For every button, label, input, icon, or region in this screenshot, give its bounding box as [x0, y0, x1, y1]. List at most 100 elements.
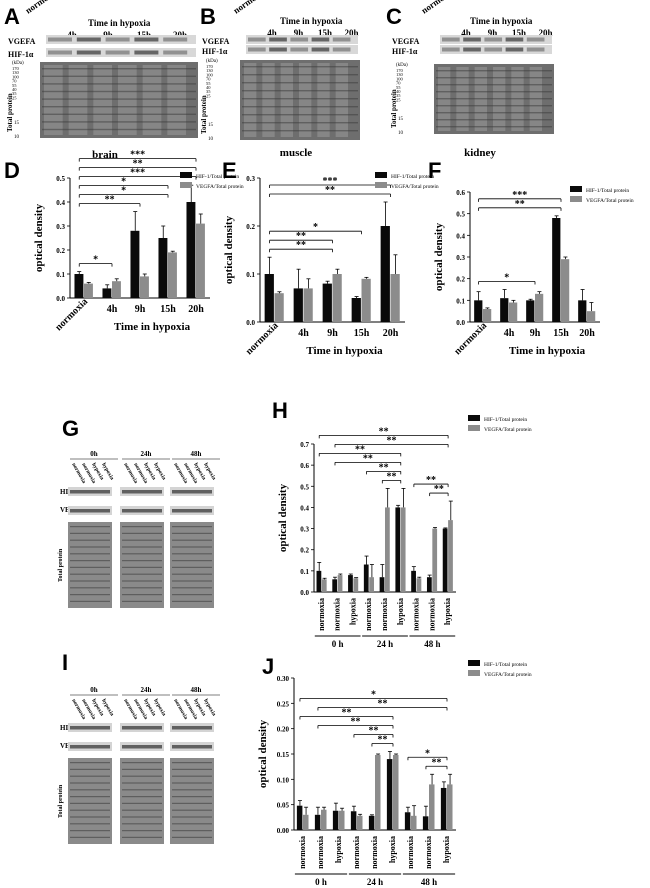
marker-label: 130 [12, 70, 20, 75]
gel-band [436, 105, 552, 107]
gel-lane [262, 63, 275, 137]
gel-lane [280, 63, 293, 137]
x-tick-label: normoxia [370, 836, 379, 869]
band [311, 47, 330, 52]
significance-label: ** [377, 734, 387, 745]
y-tick-label: 0.3 [56, 223, 65, 231]
lane-label-normoxia: normoxia [23, 0, 59, 16]
gel-band [172, 539, 212, 541]
marker-label: 55 [12, 83, 17, 88]
gel-band [70, 587, 110, 589]
marker-label: 25 [206, 93, 211, 98]
time-in-hypoxia-label: Time in hypoxia [280, 16, 343, 26]
x-tick-label: normoxia [412, 598, 421, 631]
gel-band [172, 823, 212, 825]
band [134, 50, 159, 55]
legend-swatch [375, 182, 387, 188]
group-label: 48h [191, 450, 202, 458]
y-tick-label: 0.5 [56, 175, 65, 183]
gel-band [172, 573, 212, 575]
bar [186, 202, 196, 298]
gel-band [122, 546, 162, 548]
y-tick-label: 0.4 [56, 199, 65, 207]
x-tick-label: 20h [383, 328, 399, 339]
gel-band [122, 566, 162, 568]
kda-label: (kDa) [396, 63, 408, 68]
x-axis-label: Time in hypoxia [509, 345, 586, 357]
gel-band [122, 526, 162, 528]
gel-band [242, 98, 358, 100]
band [463, 37, 481, 42]
significance-label: ** [515, 199, 525, 210]
band-label: VEGFA [392, 37, 420, 46]
gel-lane [244, 63, 257, 137]
y-tick-label: 0.2 [56, 247, 65, 255]
marker-label: 55 [396, 85, 401, 90]
gel-band [172, 836, 212, 838]
legend-swatch [180, 182, 192, 188]
significance-label: *** [512, 190, 527, 201]
band-label: HIF-1α [8, 50, 34, 59]
gel-band [122, 836, 162, 838]
bar [316, 570, 322, 592]
y-tick-label: 0.0 [246, 319, 255, 327]
gel-band [70, 823, 110, 825]
tissue-label: brain [92, 149, 118, 161]
x-tick-label: 4h [107, 304, 118, 315]
gel-band [70, 809, 110, 811]
gel-band [122, 768, 162, 770]
gel-band [70, 526, 110, 528]
band-label: VGEFA [8, 37, 36, 46]
bar [395, 507, 401, 592]
band [463, 47, 481, 52]
gel-band [70, 796, 110, 798]
bar [429, 784, 435, 830]
marker-label: 10 [208, 137, 214, 142]
significance-label: *** [323, 176, 338, 187]
bar [578, 300, 587, 322]
marker-label: 15 [398, 117, 404, 122]
marker-label: 15 [14, 121, 20, 126]
legend-swatch [570, 196, 582, 202]
significance-label: ** [426, 475, 436, 486]
bar [74, 274, 84, 298]
x-tick-label: 15h [354, 328, 370, 339]
gel-band [70, 532, 110, 534]
x-tick-label: hypoxia [443, 598, 452, 625]
bar [474, 300, 483, 322]
significance-label: * [425, 748, 430, 759]
marker-label: 35 [396, 93, 401, 98]
total-protein-gel [170, 758, 214, 844]
gel-band [172, 532, 212, 534]
bar [400, 507, 406, 592]
tissue-label: muscle [280, 147, 313, 159]
gel-band [122, 580, 162, 582]
legend-swatch [180, 172, 192, 178]
lane-label-normoxia: normoxia [419, 0, 455, 16]
band [526, 47, 545, 52]
gel-band [172, 566, 212, 568]
significance-label: ** [350, 716, 360, 727]
x-tick-label: 15h [160, 304, 176, 315]
marker-label: 10 [14, 135, 20, 140]
bar [353, 578, 359, 592]
bar [321, 809, 327, 830]
bar [361, 278, 371, 322]
significance-label: ** [379, 426, 389, 437]
y-tick-label: 0.6 [456, 189, 465, 197]
band [172, 490, 212, 494]
total-protein-label: Total protein [58, 548, 64, 582]
lane-label: 9h [488, 28, 498, 38]
gel-band [70, 775, 110, 777]
x-tick-label: normoxia [424, 836, 433, 869]
band [442, 47, 460, 52]
panel-label-d: D [4, 158, 20, 183]
gel-band [436, 91, 552, 93]
gel-band [122, 553, 162, 555]
x-tick-label: hypoxia [388, 836, 397, 863]
gel-band [42, 68, 196, 70]
gel-band [42, 98, 196, 100]
